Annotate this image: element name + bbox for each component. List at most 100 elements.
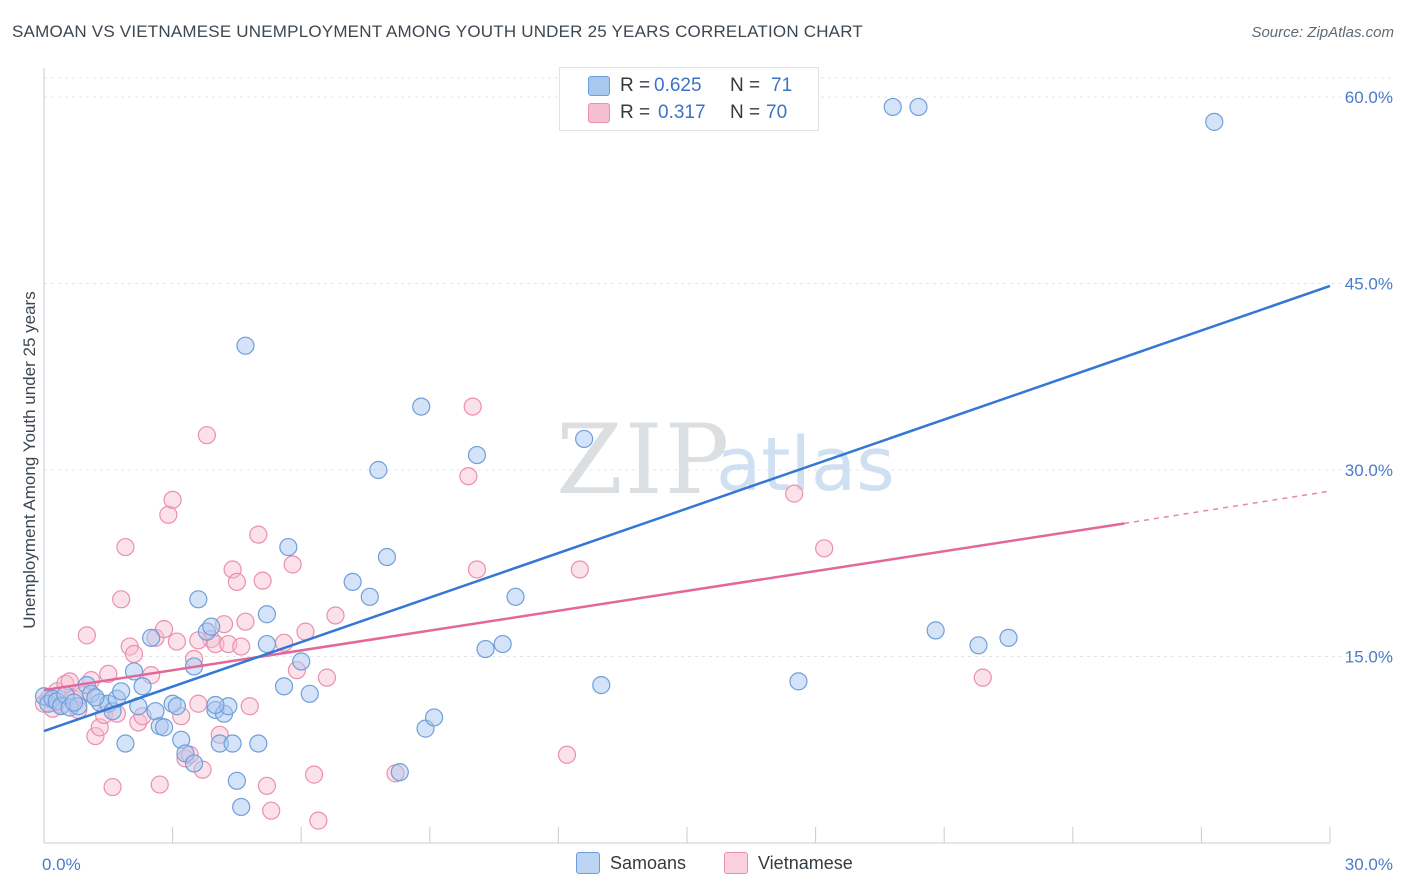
vietnamese-point xyxy=(304,765,324,784)
axes xyxy=(43,68,1331,844)
legend-item-samoans: Samoans xyxy=(576,852,686,874)
y-tick-label: 45.0% xyxy=(1345,275,1393,294)
y-tick-label: 15.0% xyxy=(1345,648,1393,667)
watermark: ZIP atlas xyxy=(556,404,895,516)
samoan-point xyxy=(86,688,105,707)
y-tick-label: 60.0% xyxy=(1345,88,1393,107)
samoan-point xyxy=(257,634,277,654)
vietnamese-point xyxy=(116,537,135,557)
vietnamese-point xyxy=(206,634,225,654)
samoan-point xyxy=(377,547,397,567)
vietnamese-point xyxy=(236,612,255,631)
vietnamese-trend-line xyxy=(43,522,1125,692)
r-value: 0.625 xyxy=(654,75,702,96)
y-axis-title: Unemployment Among Youth under 25 years xyxy=(20,291,39,629)
vietnamese-point xyxy=(197,426,216,445)
samoan-point xyxy=(412,397,431,416)
samoan-point xyxy=(360,587,379,606)
samoan-point xyxy=(133,677,152,696)
grid-lines xyxy=(44,77,1393,657)
y-tick-label: 30.0% xyxy=(1345,461,1393,480)
vietnamese-point xyxy=(317,668,337,687)
samoan-point xyxy=(116,734,135,753)
vietnamese-point xyxy=(154,620,174,639)
samoan-point xyxy=(223,734,242,753)
vietnamese-point xyxy=(973,668,992,687)
vietnamese-point xyxy=(467,560,487,579)
source-credit: Source: ZipAtlas.com xyxy=(1251,24,1394,41)
vietnamese-point xyxy=(232,637,251,656)
n-label: N = xyxy=(730,75,761,96)
samoan-point xyxy=(343,572,362,592)
samoan-point xyxy=(154,718,174,737)
samoan-point xyxy=(206,695,225,715)
samoan-point xyxy=(369,460,388,480)
samoan-point xyxy=(249,734,268,753)
vietnamese-point xyxy=(103,777,122,797)
correlation-legend: R = 0.625 N = 71 R = 0.317 N = 70 xyxy=(559,67,819,131)
r-label: R = xyxy=(620,75,651,96)
r-label: R = xyxy=(620,102,651,123)
watermark-atlas: atlas xyxy=(716,422,895,508)
vietnamese-point xyxy=(240,697,259,716)
vietnamese-point xyxy=(283,555,302,574)
samoan-point xyxy=(969,636,988,655)
samoan-point xyxy=(424,708,444,727)
r-value: 0.317 xyxy=(658,102,706,123)
x-tick-label: 0.0% xyxy=(42,855,81,874)
n-value: 70 xyxy=(766,102,788,123)
samoan-point xyxy=(292,652,311,671)
samoan-swatch xyxy=(588,76,610,96)
vietnamese-swatch xyxy=(588,103,610,123)
vietnamese-point xyxy=(163,490,182,509)
vietnamese-point xyxy=(99,664,118,684)
vietnamese-point xyxy=(570,560,589,579)
samoan-point xyxy=(279,537,298,557)
samoan-point xyxy=(146,702,165,721)
samoan-point xyxy=(476,639,495,659)
vietnamese-point xyxy=(253,571,272,590)
vietnamese-point xyxy=(257,776,277,795)
legend-item-vietnamese: Vietnamese xyxy=(724,852,853,874)
vietnamese-point xyxy=(77,626,96,645)
vietnamese-point xyxy=(262,801,281,820)
vietnamese-point xyxy=(159,505,178,524)
samoan-point xyxy=(236,336,255,355)
samoan-point xyxy=(789,672,808,691)
samoan-point xyxy=(227,771,246,790)
x-tick-label: 30.0% xyxy=(1345,855,1393,874)
vietnamese-point xyxy=(309,811,328,830)
samoan-point xyxy=(1205,112,1224,131)
tick-labels: 15.0% 30.0% 45.0% 60.0% 0.0% 30.0% xyxy=(42,88,1393,874)
samoan-point xyxy=(232,797,251,817)
samoan-point xyxy=(999,628,1018,647)
vietnamese-point xyxy=(459,467,478,486)
vietnamese-trend-extension xyxy=(1124,490,1331,525)
samoan-point xyxy=(189,590,208,609)
samoan-point xyxy=(592,675,611,695)
trend-lines xyxy=(43,284,1331,733)
chart-title: SAMOAN VS VIETNAMESE UNEMPLOYMENT AMONG … xyxy=(12,22,863,41)
samoan-point xyxy=(506,587,525,606)
vietnamese-point xyxy=(463,397,482,416)
samoan-point xyxy=(202,617,221,636)
samoan-point xyxy=(390,763,409,782)
samoan-swatch xyxy=(576,852,600,874)
vietnamese-point xyxy=(227,572,246,592)
legend-label-vietnamese: Vietnamese xyxy=(758,852,853,873)
samoan-point xyxy=(493,634,512,654)
samoan-point xyxy=(926,621,945,640)
samoan-points xyxy=(34,97,1224,817)
samoan-point xyxy=(64,693,84,712)
samoan-point xyxy=(257,605,277,624)
samoan-point xyxy=(112,682,131,701)
vietnamese-point xyxy=(86,726,105,746)
n-label: N = xyxy=(730,102,761,123)
vietnamese-point xyxy=(557,745,577,764)
vietnamese-point xyxy=(167,632,186,651)
watermark-zip: ZIP xyxy=(556,404,731,516)
n-value: 71 xyxy=(771,75,793,96)
vietnamese-point xyxy=(326,606,345,625)
vietnamese-point xyxy=(815,539,834,558)
